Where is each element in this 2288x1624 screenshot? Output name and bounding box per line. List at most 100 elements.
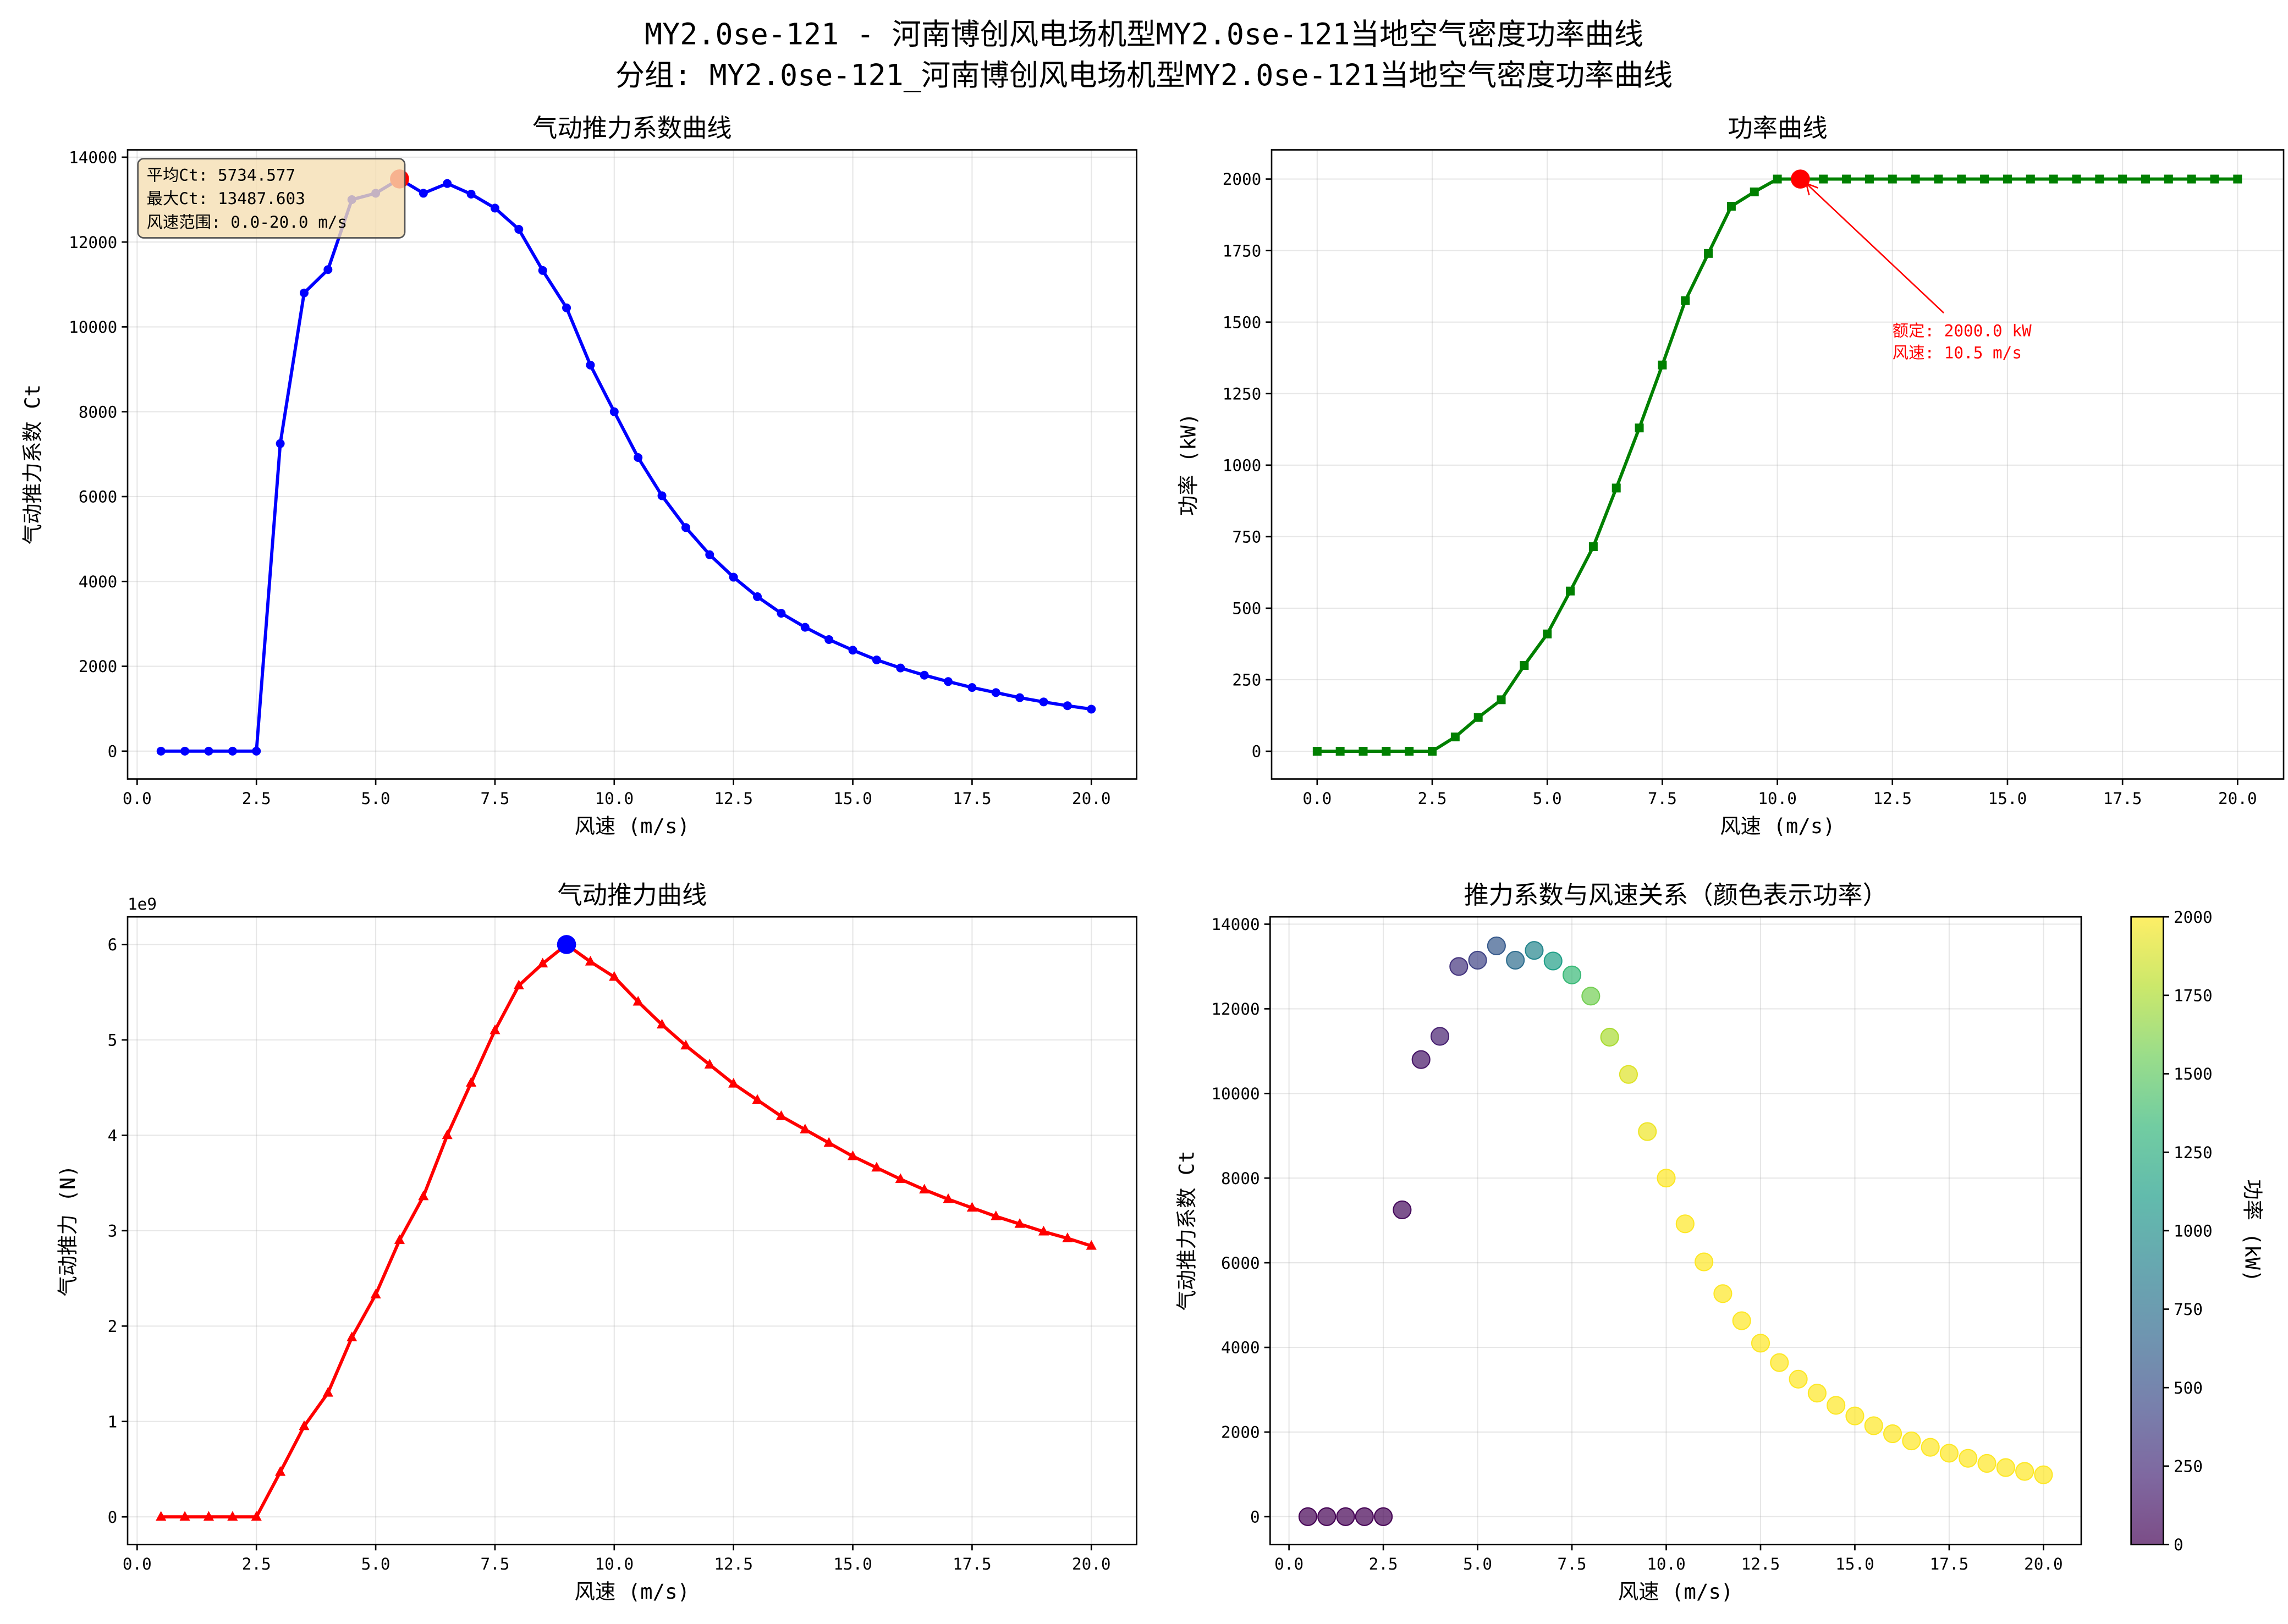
data-point bbox=[442, 1129, 453, 1139]
x-tick-label: 15.0 bbox=[1988, 789, 2027, 808]
data-point bbox=[1934, 174, 1943, 184]
y-offset-text: 1e9 bbox=[128, 895, 157, 913]
data-point bbox=[967, 683, 977, 692]
scatter-point bbox=[1977, 1454, 1997, 1473]
data-point bbox=[2210, 174, 2219, 184]
x-tick-label: 7.5 bbox=[1558, 1555, 1587, 1573]
x-tick-label: 10.0 bbox=[595, 1555, 634, 1573]
data-point bbox=[1382, 747, 1391, 756]
y-tick-label: 1 bbox=[108, 1412, 118, 1431]
y-tick-label: 14000 bbox=[69, 148, 117, 167]
x-tick-label: 12.5 bbox=[1873, 789, 1912, 808]
scatter-point bbox=[1298, 1507, 1317, 1526]
data-point bbox=[729, 572, 738, 582]
data-point bbox=[322, 1387, 333, 1397]
data-point bbox=[323, 265, 333, 274]
data-point bbox=[657, 491, 667, 500]
scatter-point bbox=[1695, 1252, 1714, 1271]
data-point bbox=[920, 670, 929, 680]
data-point bbox=[1911, 174, 1920, 184]
data-point bbox=[1980, 174, 1989, 184]
y-tick-label: 10000 bbox=[1211, 1084, 1260, 1103]
plot-frame bbox=[127, 916, 1137, 1545]
scatter-point bbox=[1638, 1122, 1657, 1141]
data-point bbox=[1312, 747, 1322, 756]
data-point bbox=[1087, 704, 1096, 714]
colorbar-tick-label: 0 bbox=[2174, 1535, 2184, 1554]
data-point bbox=[609, 407, 619, 416]
y-tick-label: 8000 bbox=[1221, 1169, 1260, 1188]
data-point bbox=[1588, 542, 1598, 552]
x-tick-label: 12.5 bbox=[714, 789, 753, 808]
data-point bbox=[705, 550, 714, 559]
data-point bbox=[513, 979, 524, 989]
data-point bbox=[1773, 174, 1782, 184]
data-point bbox=[1335, 747, 1345, 756]
data-point bbox=[418, 1190, 429, 1201]
data-point bbox=[1063, 701, 1072, 711]
info-box bbox=[137, 158, 406, 239]
data-point bbox=[490, 1024, 501, 1034]
data-point bbox=[179, 1511, 190, 1521]
data-point bbox=[466, 189, 476, 199]
data-point bbox=[871, 1161, 882, 1172]
data-point bbox=[1865, 174, 1874, 184]
data-point bbox=[1473, 713, 1483, 722]
x-tick-label: 7.5 bbox=[480, 789, 509, 808]
scatter-point bbox=[2015, 1462, 2034, 1481]
data-point bbox=[1658, 360, 1667, 370]
data-point bbox=[2118, 174, 2127, 184]
scatter-point bbox=[1996, 1458, 2015, 1477]
scatter-point bbox=[1657, 1169, 1676, 1188]
ct-curve-panel: 0.0 2.5 5.0 7.5 10.0 12.5 15.0 17.5 20.0 0 2000 400… bbox=[20, 114, 1137, 838]
y-tick-label: 12000 bbox=[69, 233, 117, 252]
data-point bbox=[2026, 174, 2035, 184]
data-point bbox=[370, 1289, 381, 1298]
x-tick-label: 20.0 bbox=[2218, 789, 2257, 808]
x-tick-label: 20.0 bbox=[1072, 1555, 1111, 1573]
data-point bbox=[776, 1110, 787, 1120]
scatter-point bbox=[1487, 936, 1506, 955]
x-tick-label: 15.0 bbox=[1835, 1555, 1874, 1573]
y-tick-label: 6000 bbox=[1221, 1254, 1260, 1273]
data-point bbox=[1750, 187, 1759, 196]
x-axis-label: 风速 (m/s) bbox=[1720, 814, 1835, 838]
data-point bbox=[1014, 1218, 1025, 1228]
x-tick-label: 0.0 bbox=[1274, 1555, 1304, 1573]
data-point bbox=[419, 189, 428, 198]
x-tick-label: 17.5 bbox=[953, 1555, 992, 1573]
y-tick-label: 1000 bbox=[1223, 456, 1262, 475]
y-tick-label: 2000 bbox=[1221, 1423, 1260, 1442]
scatter-point bbox=[1411, 1050, 1431, 1069]
y-tick-label: 5 bbox=[108, 1031, 118, 1050]
data-point bbox=[848, 646, 857, 655]
plot-frame bbox=[1270, 149, 2285, 780]
y-tick-label: 500 bbox=[1232, 599, 1261, 618]
y-axis-label: 气动推力系数 Ct bbox=[20, 384, 45, 544]
data-point bbox=[896, 663, 905, 673]
data-point bbox=[394, 1234, 405, 1245]
data-point bbox=[490, 203, 499, 213]
data-point bbox=[514, 224, 524, 234]
x-tick-label: 7.5 bbox=[1648, 789, 1677, 808]
scatter-point bbox=[1506, 950, 1525, 970]
y-tick-label: 10000 bbox=[69, 318, 117, 337]
scatter-point bbox=[1789, 1369, 1808, 1389]
colorbar-tick-label: 500 bbox=[2174, 1379, 2203, 1397]
data-point bbox=[824, 635, 834, 644]
data-point bbox=[1819, 174, 1828, 184]
x-tick-label: 17.5 bbox=[1930, 1555, 1969, 1573]
data-point bbox=[681, 523, 690, 532]
x-tick-label: 15.0 bbox=[833, 1555, 872, 1573]
data-point bbox=[2164, 174, 2173, 184]
ct-scatter-panel: 0.0 2.5 5.0 7.5 10.0 12.5 15.0 17.5 20.0 0 2000 400… bbox=[1175, 880, 2265, 1604]
y-axis-label: 气动推力系数 Ct bbox=[1175, 1150, 1199, 1311]
colorbar-tick-label: 250 bbox=[2174, 1457, 2203, 1476]
x-axis-label: 风速 (m/s) bbox=[575, 814, 690, 838]
data-point bbox=[562, 303, 571, 312]
data-point bbox=[895, 1173, 906, 1183]
scatter-point bbox=[1845, 1406, 1865, 1425]
scatter-point bbox=[1902, 1432, 1921, 1451]
data-point bbox=[800, 623, 810, 632]
colorbar-tick-label: 1250 bbox=[2174, 1143, 2213, 1162]
